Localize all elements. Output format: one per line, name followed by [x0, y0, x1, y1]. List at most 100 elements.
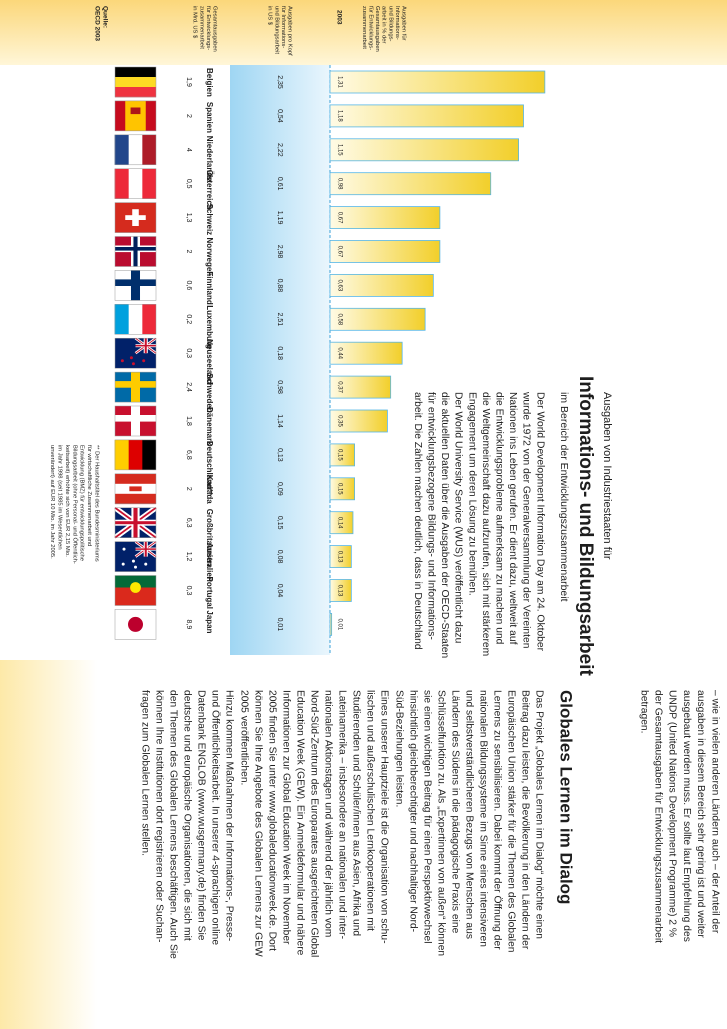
bar [329, 341, 403, 365]
bar-value-label: 0,35 [336, 415, 342, 427]
category-label: Schweiz [205, 204, 214, 236]
flag-part [130, 406, 141, 436]
per-capita-value: 0,18 [276, 346, 283, 360]
flag-part [141, 439, 156, 470]
flag-border [114, 405, 157, 437]
flag-part [114, 439, 129, 470]
flag-border [114, 507, 157, 538]
flag-part [131, 362, 135, 366]
category-label: Australien [205, 543, 214, 582]
paragraph-line: Lernens zu sensibilisieren. Dabei kommt … [491, 690, 503, 950]
bar [329, 206, 441, 230]
flag-border [114, 609, 157, 640]
per-capita-value: 2,35 [276, 75, 283, 89]
flag-border [114, 100, 157, 132]
per-capita-value: 1,19 [276, 211, 283, 225]
flag-part [115, 77, 156, 88]
bar-value-label: 0,44 [336, 347, 342, 359]
footnote: für wirtschaftliche Zusammenarbeit und [86, 445, 92, 546]
flag [114, 168, 157, 199]
bar-value-label: 0,37 [336, 381, 342, 393]
total-value: 8,9 [185, 620, 192, 630]
flag [114, 202, 157, 233]
bar-value-label: 1,15 [336, 144, 342, 156]
paragraph-line: Der World Development Information Day am… [534, 392, 545, 652]
flag-part [125, 100, 146, 131]
column-header: Ausgaben pro Kopf [286, 6, 292, 56]
flag-part [130, 582, 141, 593]
flag [114, 473, 157, 505]
flag-part [132, 209, 139, 226]
chart-pretitle: Ausgaben von Industriestaaten für [601, 392, 613, 560]
footnote: Entwicklung (BMZ) für entwicklungspoliti… [79, 445, 85, 561]
category-label: Kanada [205, 475, 214, 504]
chart-title: Informations- und Bildungsarbeit [575, 376, 596, 676]
source: OECD 2003 [93, 6, 100, 41]
bar [329, 443, 356, 467]
article-heading: Globales Lernen im Dialog [557, 690, 576, 904]
bar [329, 409, 388, 433]
total-value: 0,2 [185, 314, 192, 324]
total-value: 0,5 [185, 179, 192, 189]
paragraph-line: Ländern des Südens in die pädagogische P… [449, 690, 460, 934]
paragraph-line: sie einen wichtigen Beitrag für einen Pe… [421, 690, 432, 944]
footnote: unverändert) auf EUR 10 Mio. im Jahr 200… [49, 445, 55, 559]
per-capita-value: 0,98 [276, 380, 283, 394]
paragraph-line: nationalen Aktionstagen und während der … [322, 690, 333, 937]
paragraph-line: UNDP (United Nations Development Program… [667, 690, 678, 937]
flag-part [115, 67, 156, 78]
paragraph-line: Europäischen Union stärker für die Theme… [505, 690, 516, 953]
flag-border [114, 439, 157, 471]
paragraph-line: können Ihre Institutionen dort registrie… [153, 690, 164, 942]
paragraph-line: die aktuellen Daten über die Ausgaben de… [439, 392, 450, 658]
bar-value-label: 0,14 [336, 517, 342, 529]
total-value: 1,3 [185, 213, 192, 223]
bar-value-label: 1,18 [336, 110, 342, 122]
bar [329, 477, 356, 501]
per-capita-value: 0,61 [276, 177, 283, 191]
paragraph-line: können Sie Ihre Angebote des Globalen Le… [252, 690, 263, 957]
column-header: für Entwicklungs- [367, 6, 373, 50]
flag-part [120, 359, 124, 363]
flag [113, 505, 158, 540]
flag-part [142, 359, 146, 363]
paragraph-line: Nord-Süd-Zentrum des Europarates ausgeri… [308, 690, 319, 957]
chart-subtitle: im Bereich der Entwicklungszusammenarbei… [558, 392, 570, 602]
per-capita-value: 1,14 [276, 414, 283, 428]
flag-part [130, 372, 141, 403]
bar [329, 240, 441, 263]
paragraph-line: Informationen zur Global Education Week … [280, 690, 291, 945]
category-label: Dänemark [205, 407, 214, 446]
flag-part [121, 562, 125, 566]
year-label: 2003 [335, 10, 342, 25]
flag [114, 439, 157, 471]
paragraph-line: fragen zum Globalen Lernen stellen. [139, 690, 150, 856]
bar [329, 545, 352, 568]
bar-value-label: 1,31 [336, 76, 342, 88]
bar [329, 104, 524, 128]
paragraph-line: Lateinamerika – insbesondere an national… [336, 690, 347, 939]
per-capita-value: 0,54 [276, 109, 283, 123]
flag [114, 337, 157, 369]
category-label: Österreich [205, 170, 214, 210]
flag-part [144, 562, 148, 566]
footnote: keitsarbeit) erhöhte sich von EUR 2,15 M… [64, 445, 70, 557]
category-label: Belgien [205, 68, 214, 97]
bar [329, 172, 492, 196]
bar [329, 375, 392, 399]
total-value: 1,8 [185, 416, 192, 426]
flag-part [141, 168, 156, 199]
per-capita-value: 0,13 [276, 448, 283, 462]
footer-band [0, 660, 97, 1029]
per-capita-value: 2,51 [276, 312, 283, 326]
flag-part [128, 439, 143, 470]
paragraph-line: ausgebaut werden muss. Er sollte laut Em… [681, 690, 692, 942]
flag-border [114, 473, 157, 505]
bar-value-label: 0,58 [336, 313, 342, 325]
bar-value-label: 0,01 [336, 619, 342, 631]
flag-part [128, 168, 143, 199]
flag-part [128, 134, 143, 165]
column-header: Informations- [394, 6, 400, 40]
total-value: 6,3 [185, 518, 192, 528]
paragraph-line: der Gesamtausgaben für Entwicklungszusam… [652, 690, 663, 943]
